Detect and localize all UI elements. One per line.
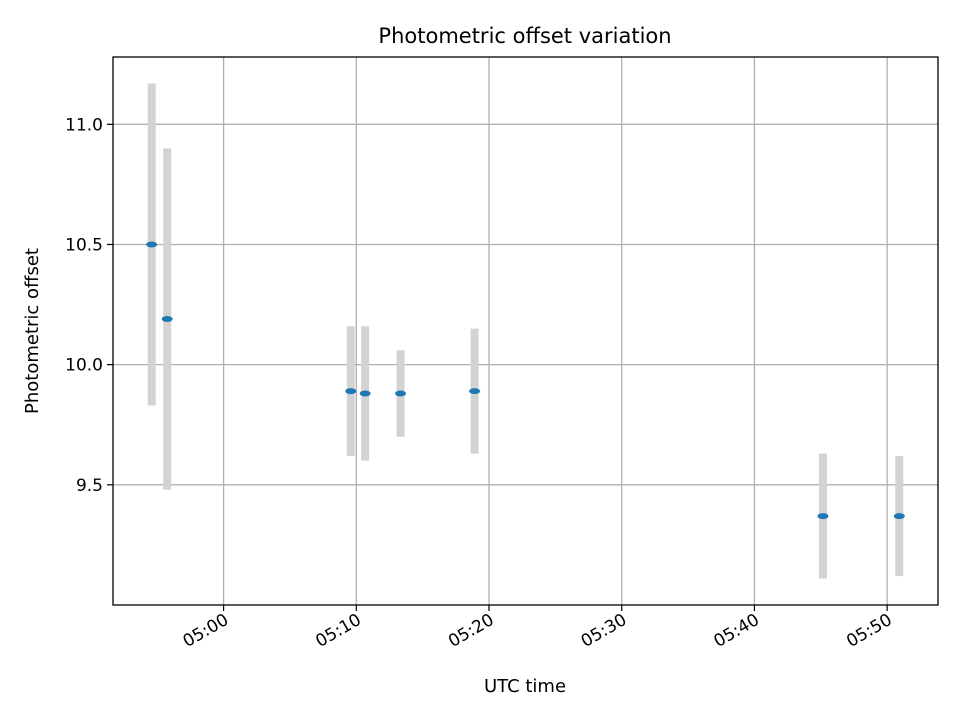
y-tick-label: 10.0 bbox=[65, 356, 103, 376]
y-tick-label: 9.5 bbox=[76, 476, 103, 496]
grid bbox=[113, 57, 938, 605]
y-tick-label: 11.0 bbox=[65, 115, 103, 135]
y-tick-label: 10.5 bbox=[65, 235, 103, 255]
markers bbox=[146, 241, 905, 520]
x-axis-label: UTC time bbox=[484, 676, 566, 697]
data-point bbox=[893, 513, 905, 520]
data-point bbox=[146, 241, 158, 248]
data-point bbox=[345, 388, 357, 395]
plot-frame bbox=[112, 56, 939, 606]
data-point bbox=[359, 390, 371, 397]
chart-title: Photometric offset variation bbox=[378, 24, 671, 48]
data-point bbox=[395, 390, 407, 397]
data-point bbox=[469, 388, 481, 395]
data-point bbox=[817, 513, 829, 520]
data-point bbox=[161, 315, 173, 322]
y-axis-ticks: 9.5 10.0 10.5 11.0 bbox=[65, 115, 113, 496]
y-axis-label: Photometric offset bbox=[22, 248, 43, 414]
